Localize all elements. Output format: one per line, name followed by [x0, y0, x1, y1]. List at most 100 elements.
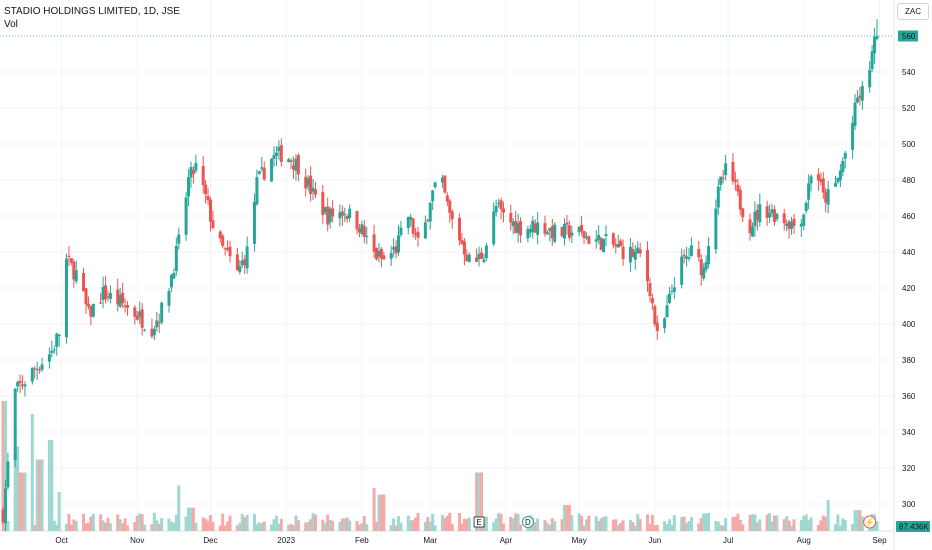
- candle-body: [433, 182, 437, 188]
- volume-bar: [550, 518, 554, 531]
- candle-body: [587, 236, 591, 244]
- candle-body: [553, 224, 557, 242]
- candle-body: [313, 189, 317, 195]
- volume-bar: [106, 517, 110, 531]
- candle-body: [597, 234, 601, 241]
- volume-bar: [638, 519, 642, 531]
- candle-body: [204, 184, 208, 195]
- candle-body: [82, 272, 86, 292]
- volume-bar: [255, 524, 259, 531]
- candle-body: [426, 219, 430, 221]
- candle-body: [50, 350, 54, 353]
- volume-bar: [326, 514, 330, 531]
- candle-body: [782, 213, 786, 224]
- volume-bar: [563, 505, 567, 531]
- volume-bar: [389, 525, 393, 531]
- volume-bar: [702, 513, 706, 531]
- earnings-marker[interactable]: E: [473, 516, 485, 528]
- candle-body: [594, 239, 598, 242]
- time-axis[interactable]: Oct Nov Dec 2023 Feb Mar Apr May Jun Jul Aug Sep: [55, 536, 887, 545]
- candle-body: [84, 288, 88, 305]
- candle-body: [52, 349, 56, 351]
- volume-bar: [755, 522, 759, 531]
- volume-bar: [599, 518, 603, 531]
- volume-bar: [741, 524, 745, 531]
- volume-bar: [511, 518, 515, 531]
- volume-bar: [245, 515, 249, 531]
- volume-bar: [714, 520, 718, 531]
- volume-bar: [74, 520, 78, 531]
- volume-bar: [667, 519, 671, 531]
- last-price-label: 560: [902, 32, 916, 41]
- volume-bar: [440, 514, 444, 531]
- candle-body: [873, 36, 877, 54]
- candle-body: [270, 158, 274, 182]
- candle-body: [184, 197, 188, 235]
- volume-bar: [152, 512, 156, 531]
- volume-bar: [64, 524, 68, 531]
- volume-bar: [492, 522, 496, 531]
- candle-body: [379, 248, 383, 259]
- volume-bar: [458, 512, 462, 531]
- symbol-title: STADIO HOLDINGS LIMITED, 1D, JSE: [4, 6, 180, 17]
- volume-bar: [138, 513, 142, 531]
- candle-body: [648, 283, 652, 297]
- candle-body: [516, 223, 520, 233]
- volume-bar: [40, 459, 44, 531]
- volume-bar: [611, 519, 615, 531]
- candle-body: [108, 293, 112, 299]
- candle-body: [377, 250, 381, 257]
- volume-bar: [209, 515, 213, 531]
- volume-bar: [399, 522, 403, 531]
- candle-body: [445, 195, 449, 202]
- candle-body: [272, 154, 276, 159]
- volume-bar: [790, 525, 794, 531]
- candle-body: [758, 204, 762, 223]
- price-axis[interactable]: 300 320 340 360 380 400 420 440 460 480 500 520 540: [902, 68, 916, 509]
- candle-body: [345, 216, 349, 220]
- candle-body: [787, 221, 791, 230]
- volume-bar: [875, 521, 879, 531]
- candle-body: [238, 266, 242, 272]
- candle-body: [72, 261, 76, 280]
- volume-bar: [392, 518, 396, 531]
- volume-legend: Vol: [4, 19, 18, 30]
- volume-bar: [121, 523, 125, 531]
- candle-body: [414, 233, 418, 236]
- volume-bar: [707, 512, 711, 531]
- candle-body: [194, 163, 198, 171]
- candle-body: [360, 224, 364, 234]
- candle-body: [118, 294, 122, 307]
- candle-body: [375, 248, 379, 260]
- candle-body: [826, 189, 830, 205]
- candle-body: [501, 208, 505, 213]
- volume-bar: [594, 516, 598, 531]
- candle-body: [331, 208, 335, 217]
- currency-button[interactable]: ZAC: [897, 3, 929, 20]
- volume-bar: [545, 522, 549, 531]
- candle-body: [287, 159, 291, 162]
- volume-bar: [431, 513, 435, 531]
- volume-bars: [1, 401, 879, 531]
- volume-bar: [748, 514, 752, 531]
- candle-body: [458, 217, 462, 241]
- volume-bar: [169, 521, 173, 531]
- candle-body: [323, 207, 327, 213]
- split-marker[interactable]: ⚡: [863, 515, 877, 529]
- volume-bar: [409, 520, 413, 531]
- volume-bar: [411, 520, 415, 531]
- volume-bar: [414, 517, 418, 531]
- volume-bar: [211, 521, 215, 531]
- volume-bar: [101, 520, 105, 531]
- volume-bar: [716, 521, 720, 531]
- candle-body: [296, 155, 300, 175]
- volume-bar: [379, 494, 383, 531]
- volume-bar: [126, 525, 130, 531]
- volume-bar: [824, 516, 828, 531]
- volume-bar: [23, 472, 27, 531]
- candle-body: [135, 315, 139, 320]
- dividend-marker[interactable]: D: [521, 516, 534, 528]
- volume-bar: [663, 521, 667, 531]
- volume-bar: [143, 524, 147, 531]
